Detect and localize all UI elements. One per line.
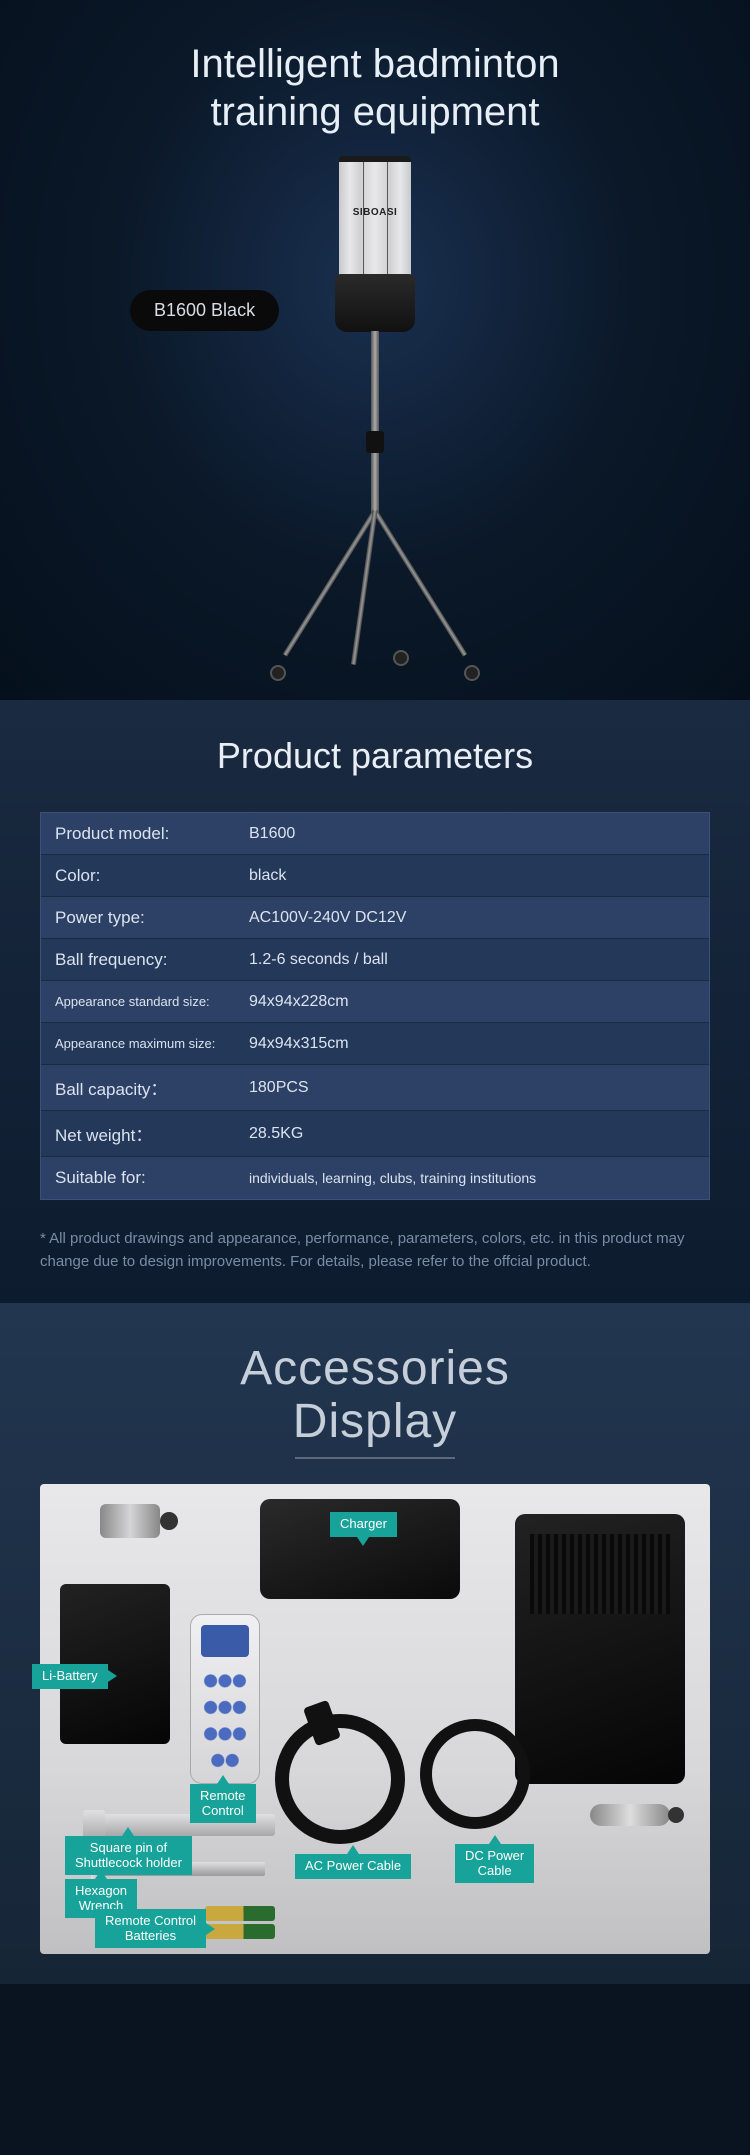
param-row: Color:black bbox=[41, 855, 709, 897]
aa-battery-icon bbox=[205, 1924, 275, 1939]
param-row: Power type:AC100V-240V DC12V bbox=[41, 897, 709, 939]
tube-brand-logo: SIBOASI bbox=[353, 207, 398, 218]
tripod-icon bbox=[245, 511, 505, 676]
parameters-section: Product parameters Product model:B1600Co… bbox=[0, 700, 750, 1303]
machine-head-icon bbox=[335, 274, 415, 332]
tag-square-pin: Square pin of Shuttlecock holder bbox=[65, 1836, 192, 1876]
param-label: Product model: bbox=[41, 814, 241, 854]
param-value: 94x94x315cm bbox=[241, 1025, 709, 1063]
connector-icon bbox=[100, 1504, 160, 1538]
power-supply-icon bbox=[515, 1514, 685, 1784]
param-label: Suitable for: bbox=[41, 1158, 241, 1198]
accessories-title: Accessories Display bbox=[0, 1343, 750, 1449]
param-value: individuals, learning, clubs, training i… bbox=[241, 1160, 709, 1196]
caster-wheel-icon bbox=[464, 665, 480, 681]
hero-section: Intelligent badminton training equipment… bbox=[0, 0, 750, 700]
tag-rc-batteries: Remote Control Batteries bbox=[95, 1909, 206, 1949]
hero-title: Intelligent badminton training equipment bbox=[0, 40, 750, 136]
param-row: Suitable for:individuals, learning, club… bbox=[41, 1157, 709, 1199]
param-row: Net weight：28.5KG bbox=[41, 1111, 709, 1157]
accessories-section: Accessories Display Charger Li-Battery R… bbox=[0, 1303, 750, 1984]
param-row: Product model:B1600 bbox=[41, 813, 709, 855]
caster-wheel-icon bbox=[393, 650, 409, 666]
accessories-stage: Charger Li-Battery Remote Control Square… bbox=[40, 1484, 710, 1954]
param-value: black bbox=[241, 857, 709, 895]
tag-remote: Remote Control bbox=[190, 1784, 256, 1824]
accessories-title-line1: Accessories bbox=[240, 1342, 510, 1395]
param-label: Ball frequency: bbox=[41, 940, 241, 980]
ac-cable-icon bbox=[275, 1714, 405, 1844]
badminton-machine-illustration: SIBOASI bbox=[245, 156, 505, 676]
plug-icon bbox=[303, 1699, 341, 1745]
caster-wheel-icon bbox=[270, 665, 286, 681]
param-value: 28.5KG bbox=[241, 1115, 709, 1153]
param-row: Appearance standard size:94x94x228cm bbox=[41, 981, 709, 1023]
param-value: AC100V-240V DC12V bbox=[241, 899, 709, 937]
dc-jack-icon bbox=[590, 1804, 670, 1826]
param-value: B1600 bbox=[241, 815, 709, 853]
param-row: Ball frequency:1.2-6 seconds / ball bbox=[41, 939, 709, 981]
disclaimer-text: * All product drawings and appearance, p… bbox=[40, 1228, 710, 1273]
tag-charger: Charger bbox=[330, 1512, 397, 1537]
param-row: Ball capacity：180PCS bbox=[41, 1065, 709, 1111]
tag-li-battery: Li-Battery bbox=[32, 1664, 108, 1689]
title-underline bbox=[295, 1457, 455, 1459]
pole-joint-icon bbox=[366, 431, 384, 453]
parameters-table: Product model:B1600Color:blackPower type… bbox=[40, 812, 710, 1200]
hero-title-line1: Intelligent badminton bbox=[190, 42, 559, 86]
param-value: 94x94x228cm bbox=[241, 983, 709, 1021]
accessories-title-line2: Display bbox=[293, 1395, 457, 1448]
tripod-leg-icon bbox=[373, 510, 467, 657]
param-label: Appearance standard size: bbox=[41, 984, 241, 1019]
param-label: Net weight： bbox=[41, 1111, 241, 1156]
aa-battery-icon bbox=[205, 1906, 275, 1921]
param-label: Appearance maximum size: bbox=[41, 1026, 241, 1061]
parameters-heading: Product parameters bbox=[40, 735, 710, 777]
hero-title-line2: training equipment bbox=[210, 90, 539, 134]
tag-dc-cable: DC Power Cable bbox=[455, 1844, 534, 1884]
product-image: SIBOASI bbox=[0, 156, 750, 686]
param-value: 180PCS bbox=[241, 1069, 709, 1107]
param-label: Color: bbox=[41, 856, 241, 896]
param-value: 1.2-6 seconds / ball bbox=[241, 941, 709, 979]
param-label: Power type: bbox=[41, 898, 241, 938]
shuttlecock-tube-icon: SIBOASI bbox=[339, 156, 411, 276]
tag-ac-cable: AC Power Cable bbox=[295, 1854, 411, 1879]
param-label: Ball capacity： bbox=[41, 1065, 241, 1110]
remote-control-icon bbox=[190, 1614, 260, 1784]
machine-pole-icon bbox=[371, 331, 379, 516]
param-row: Appearance maximum size:94x94x315cm bbox=[41, 1023, 709, 1065]
dc-cable-icon bbox=[420, 1719, 530, 1829]
tripod-leg-icon bbox=[351, 511, 378, 665]
